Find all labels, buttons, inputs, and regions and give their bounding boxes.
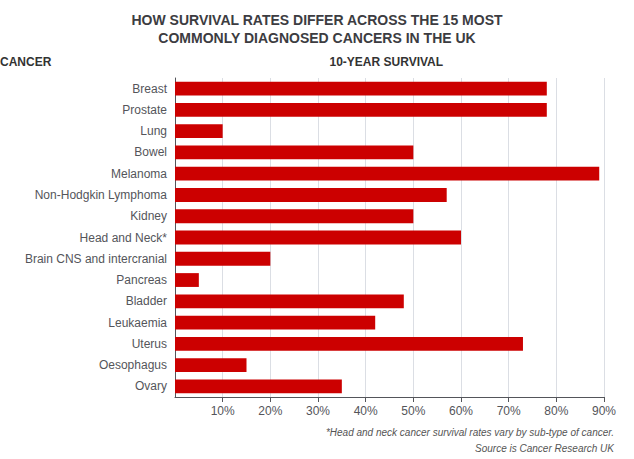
svg-text:Oesophagus: Oesophagus (99, 358, 167, 372)
svg-text:Pancreas: Pancreas (116, 273, 167, 287)
svg-text:Leukaemia: Leukaemia (108, 316, 167, 330)
svg-text:70%: 70% (497, 404, 521, 418)
svg-text:*Head and neck cancer survival: *Head and neck cancer survival rates var… (326, 427, 614, 438)
svg-text:Head and Neck*: Head and Neck* (80, 231, 168, 245)
svg-text:90%: 90% (592, 404, 616, 418)
svg-text:Lung: Lung (140, 124, 167, 138)
svg-text:Ovary: Ovary (135, 379, 167, 393)
svg-text:80%: 80% (544, 404, 568, 418)
svg-text:50%: 50% (401, 404, 425, 418)
svg-text:Prostate: Prostate (122, 103, 167, 117)
svg-text:COMMONLY DIAGNOSED CANCERS IN: COMMONLY DIAGNOSED CANCERS IN THE UK (158, 30, 475, 46)
svg-text:CANCER: CANCER (0, 55, 52, 69)
svg-text:10%: 10% (211, 404, 235, 418)
svg-text:Breast: Breast (132, 82, 167, 96)
svg-text:Source is Cancer Research UK: Source is Cancer Research UK (475, 443, 615, 454)
svg-text:10-YEAR SURVIVAL: 10-YEAR SURVIVAL (330, 55, 444, 69)
svg-text:Uterus: Uterus (132, 337, 167, 351)
svg-text:40%: 40% (354, 404, 378, 418)
svg-text:Bladder: Bladder (126, 294, 167, 308)
svg-text:20%: 20% (258, 404, 282, 418)
svg-text:HOW SURVIVAL RATES DIFFER ACRO: HOW SURVIVAL RATES DIFFER ACROSS THE 15 … (131, 12, 502, 28)
svg-text:Melanoma: Melanoma (111, 167, 167, 181)
svg-text:Bowel: Bowel (134, 145, 167, 159)
svg-text:Brain CNS and intercranial: Brain CNS and intercranial (25, 252, 167, 266)
svg-text:30%: 30% (306, 404, 330, 418)
svg-text:Non-Hodgkin Lymphoma: Non-Hodgkin Lymphoma (35, 188, 168, 202)
svg-text:Kidney: Kidney (130, 209, 167, 223)
svg-text:60%: 60% (449, 404, 473, 418)
